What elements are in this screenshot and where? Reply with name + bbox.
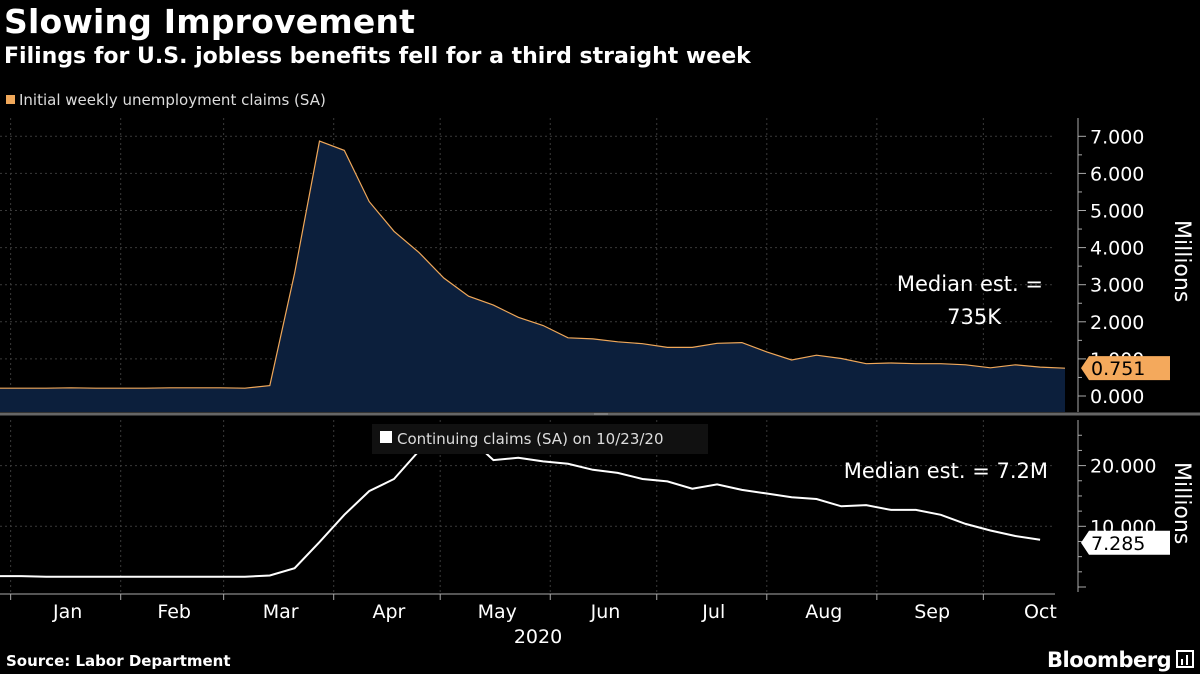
x-tick-label: Oct (1024, 601, 1057, 623)
x-tick-label: Aug (805, 601, 842, 623)
chart-title: Slowing Improvement (4, 2, 416, 41)
y-axis-title-bottom: Millions (1169, 462, 1194, 544)
last-value-text-initial: 0.751 (1091, 358, 1145, 380)
initial-claims-area (0, 141, 1065, 412)
chart-subtitle: Filings for U.S. jobless benefits fell f… (4, 44, 751, 69)
y-tick-label-top: 3.000 (1090, 275, 1144, 297)
x-tick-label: Jul (701, 601, 725, 623)
legend-continuing-box (372, 424, 708, 454)
median-annotation-initial-line1: Median est. = (897, 272, 1043, 296)
legend-initial-claims: Initial weekly unemployment claims (SA) (6, 91, 326, 109)
initial-claims-line (0, 140, 1066, 389)
continuing-claims-line (0, 435, 1041, 578)
y-tick-label-top: 0.000 (1090, 386, 1144, 408)
legend-continuing-label: Continuing claims (SA) on 10/23/20 (397, 430, 664, 448)
y-axis-title-top: Millions (1169, 220, 1194, 302)
legend-swatch-continuing (380, 431, 392, 443)
y-tick-label-top: 6.000 (1090, 163, 1144, 185)
y-tick-label-top: 2.000 (1090, 312, 1144, 334)
bloomberg-logo: Bloomberg (1047, 648, 1172, 672)
y-tick-label-top: 4.000 (1090, 238, 1144, 260)
x-tick-label: Jan (52, 601, 82, 623)
source-note: Source: Labor Department (6, 652, 231, 670)
x-tick-label: Sep (914, 601, 950, 623)
legend-swatch-initial (6, 95, 15, 104)
x-tick-label: Apr (373, 601, 406, 623)
x-tick-label: Jun (590, 601, 621, 623)
median-annotation-initial-line2: 735K (947, 305, 1002, 329)
y-tick-label-top: 5.000 (1090, 201, 1144, 223)
last-value-tag-continuing (1081, 530, 1170, 555)
y-tick-label-bottom: 20.000 (1090, 456, 1156, 478)
x-tick-label: Feb (157, 601, 191, 623)
last-value-text-continuing: 7.285 (1091, 533, 1145, 555)
x-axis-year-label: 2020 (514, 626, 562, 648)
median-annotation-continuing: Median est. = 7.2M (844, 459, 1048, 483)
last-value-tag-initial (1081, 356, 1170, 381)
x-tick-label: May (478, 601, 517, 623)
y-tick-label-top: 7.000 (1090, 126, 1144, 148)
bloomberg-chart-icon (1176, 650, 1194, 668)
legend-initial-label: Initial weekly unemployment claims (SA) (19, 91, 326, 109)
x-tick-label: Mar (263, 601, 299, 623)
